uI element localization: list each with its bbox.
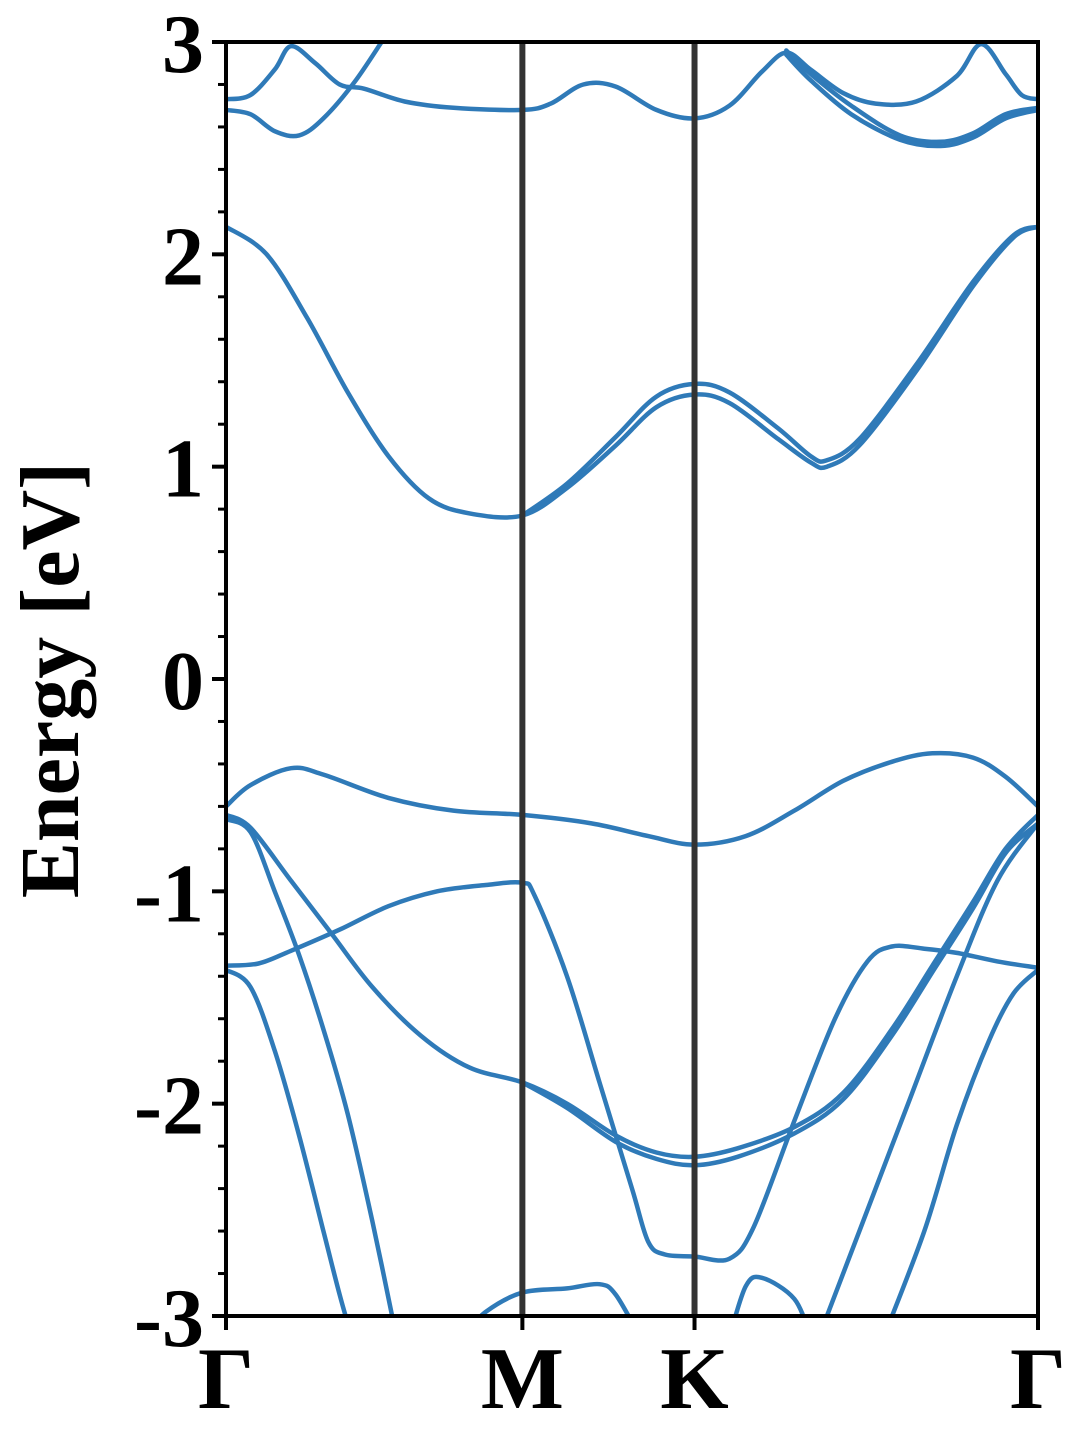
high-symmetry-dividers xyxy=(519,42,698,1316)
y-tick-label: 0 xyxy=(162,635,204,728)
y-axis-title: Energy [eV] xyxy=(4,462,97,898)
band-line-2 xyxy=(520,224,1038,518)
y-tick-label: 1 xyxy=(162,423,204,516)
band-line-16 xyxy=(784,48,1038,145)
x-tick-label-2: M xyxy=(481,1331,564,1428)
x-tick-label-4: Γ xyxy=(1010,1331,1066,1428)
y-tick-label: -3 xyxy=(134,1272,204,1365)
y-axis-ticks: -3 -2 -1 0 1 2 3 xyxy=(134,0,226,1365)
band-line-10 xyxy=(733,1274,806,1316)
band-line-8 xyxy=(226,967,348,1316)
x-tick-label-3: K xyxy=(660,1331,728,1428)
band-line-14 xyxy=(226,42,1038,121)
plot-frame xyxy=(224,40,1040,1318)
band-line-7 xyxy=(226,816,395,1316)
band-line-12 xyxy=(889,967,1038,1316)
x-tick-label-1: Γ xyxy=(198,1331,254,1428)
band-line-15 xyxy=(784,52,1038,149)
y-tick-label: 2 xyxy=(162,210,204,303)
band-line-11 xyxy=(824,821,1038,1316)
y-tick-label: -1 xyxy=(134,847,204,940)
y-tick-label: -2 xyxy=(134,1060,204,1153)
band-line-13 xyxy=(226,42,385,139)
band-lines xyxy=(226,42,1038,1316)
band-line-1 xyxy=(226,224,1038,520)
band-line-6 xyxy=(226,879,1038,1263)
band-line-9 xyxy=(477,1281,632,1316)
band-line-3 xyxy=(226,750,1038,847)
y-tick-label: 3 xyxy=(162,0,204,91)
